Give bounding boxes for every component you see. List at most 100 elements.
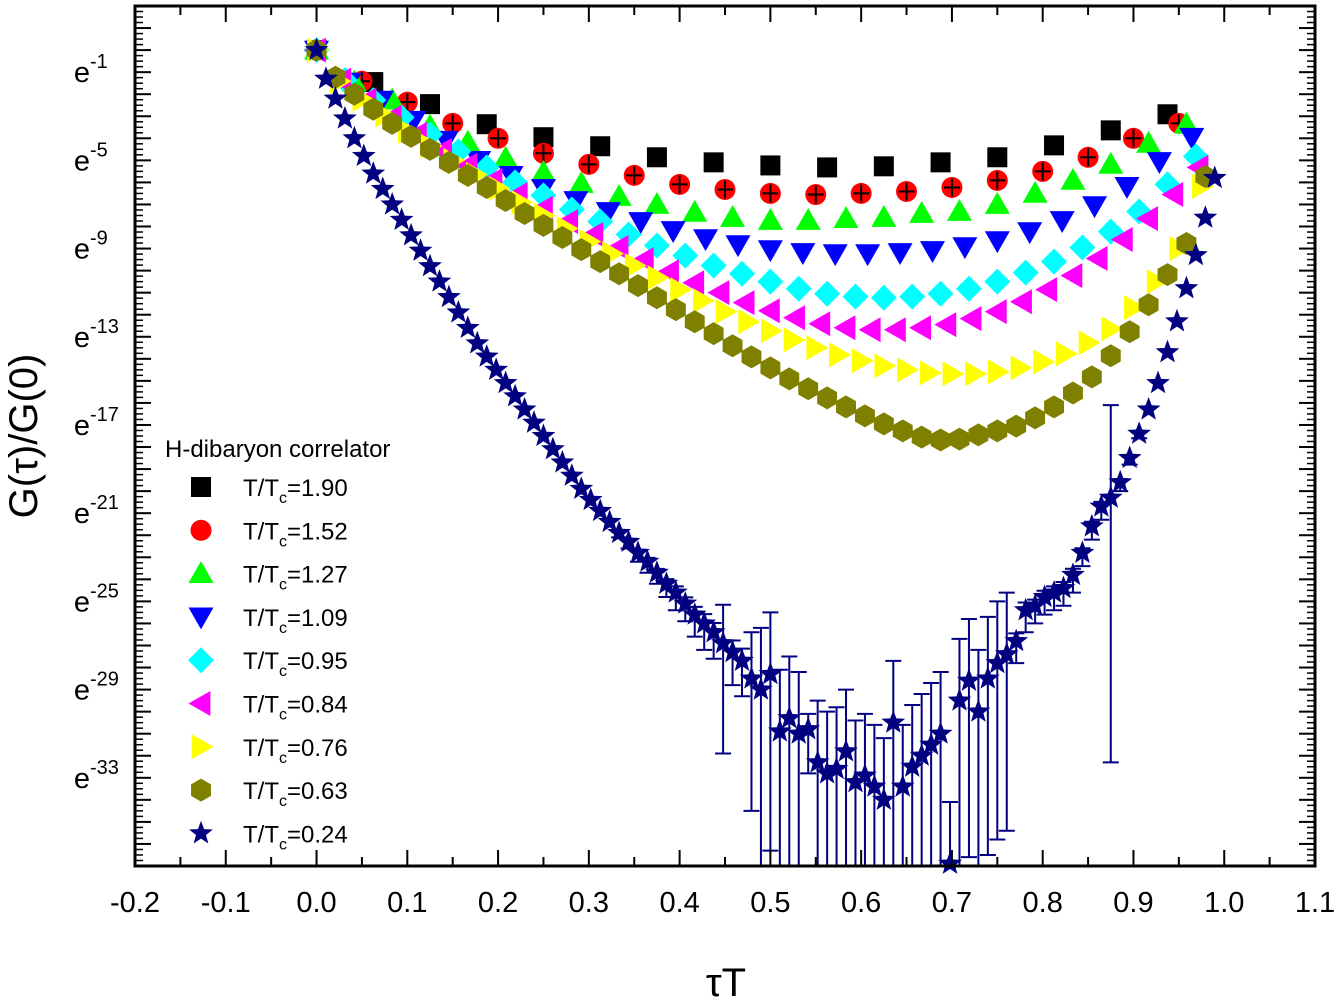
data-point <box>1161 182 1184 208</box>
data-point <box>465 330 490 354</box>
data-point <box>777 705 802 729</box>
data-point <box>817 386 838 410</box>
data-point <box>757 208 783 230</box>
data-point <box>1124 295 1146 321</box>
data-point <box>1136 206 1158 232</box>
y-tick-exponent: -33 <box>90 757 119 779</box>
data-point <box>701 619 726 643</box>
data-point <box>1033 349 1056 375</box>
y-tick-exponent: -13 <box>90 316 119 338</box>
data-point <box>1176 231 1197 255</box>
data-point <box>665 298 686 322</box>
y-axis-title: G(τ)/G(0) <box>2 354 46 519</box>
data-point <box>758 661 783 685</box>
data-point <box>530 159 556 182</box>
data-point <box>968 423 989 447</box>
data-point <box>984 231 1010 254</box>
data-point <box>1183 242 1208 266</box>
data-point <box>590 136 611 157</box>
legend-label: T/Tc=1.27 <box>243 562 348 594</box>
data-point <box>692 288 715 314</box>
data-point <box>700 252 727 279</box>
data-point <box>934 312 957 338</box>
data-point <box>919 732 944 755</box>
data-point <box>855 244 881 267</box>
data-point <box>616 529 641 552</box>
data-point <box>1174 275 1199 299</box>
data-point <box>344 82 365 106</box>
data-point <box>314 66 338 89</box>
data-point <box>437 284 461 308</box>
legend-title: H-dibaryon correlator <box>165 436 390 463</box>
x-tick-label: 0.8 <box>1023 887 1063 919</box>
data-point <box>858 317 881 343</box>
legend-label: T/Tc=1.90 <box>243 475 348 507</box>
data-point <box>420 94 440 115</box>
y-tick-label: e -21 <box>74 492 119 530</box>
data-point <box>635 549 660 572</box>
x-tick-label: 1.1 <box>1295 887 1335 919</box>
data-point <box>870 284 897 311</box>
data-point <box>927 280 954 307</box>
x-tick-label: 0.0 <box>296 887 336 919</box>
data-point <box>1101 316 1124 342</box>
y-tick-exponent: -21 <box>90 492 119 514</box>
data-point <box>738 309 761 335</box>
data-point <box>985 650 1010 674</box>
data-point <box>725 235 751 258</box>
data-point <box>1114 177 1140 199</box>
data-point <box>760 356 781 380</box>
data-point <box>626 540 650 563</box>
data-point <box>883 317 906 343</box>
data-point <box>682 199 708 222</box>
data-point <box>946 199 972 221</box>
legend-entry: T/Tc=1.09 <box>188 605 348 637</box>
data-point <box>871 204 897 227</box>
data-point <box>1010 289 1032 315</box>
data-point <box>1041 248 1068 275</box>
data-point <box>1062 381 1083 405</box>
data-point <box>455 315 480 339</box>
data-point <box>1060 263 1083 289</box>
legend-marker-triangle-left <box>188 691 211 716</box>
legend-entry: T/Tc=0.84 <box>188 691 348 724</box>
data-point <box>741 345 762 369</box>
y-tick-base: e <box>74 586 90 618</box>
data-point <box>834 738 858 762</box>
data-point <box>703 152 724 173</box>
legend-label: T/Tc=0.24 <box>243 821 348 853</box>
data-point <box>890 774 915 797</box>
data-point <box>987 147 1008 168</box>
data-point <box>351 143 376 167</box>
data-point <box>495 188 516 212</box>
data-point <box>911 425 932 449</box>
legend-label: T/Tc=0.95 <box>243 648 348 680</box>
y-tick-base: e <box>74 763 90 795</box>
legend-entry: T/Tc=0.76 <box>191 734 348 767</box>
data-point <box>1085 245 1108 271</box>
data-point <box>1138 293 1159 317</box>
data-point <box>987 419 1008 443</box>
data-point <box>814 280 841 307</box>
data-point <box>1032 584 1057 608</box>
data-point <box>533 127 554 148</box>
data-point <box>558 196 585 223</box>
data-point <box>952 237 978 260</box>
data-point <box>476 114 497 135</box>
y-tick-label: e -25 <box>74 580 119 618</box>
data-point <box>1013 597 1038 621</box>
data-point <box>663 580 688 603</box>
data-point <box>476 175 497 199</box>
data-point <box>1022 180 1048 203</box>
data-point <box>1006 414 1027 438</box>
data-point <box>304 37 329 61</box>
data-point <box>1025 406 1046 430</box>
data-point <box>887 243 913 266</box>
data-point <box>732 290 755 316</box>
data-point <box>1044 395 1064 419</box>
data-point <box>1035 277 1058 303</box>
x-tick-label: 0.6 <box>841 887 881 919</box>
legend-marker-triangle-right <box>191 734 214 760</box>
data-point <box>657 259 679 285</box>
data-point <box>722 334 743 358</box>
